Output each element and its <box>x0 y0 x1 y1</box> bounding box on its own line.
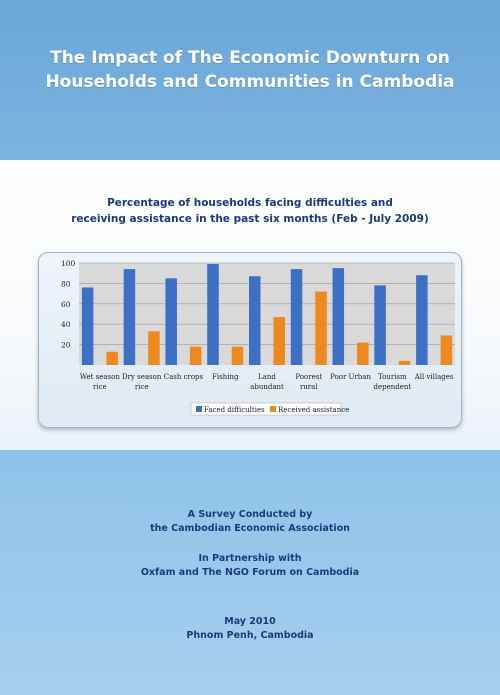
y-tick-label: 40 <box>61 320 71 329</box>
y-tick-label: 20 <box>61 341 71 350</box>
partner-line-2: Oxfam and The NGO Forum on Cambodia <box>140 567 360 578</box>
y-tick-label: 100 <box>61 259 76 268</box>
x-category-label: All villages <box>414 373 454 381</box>
x-category-label: Wet season <box>80 373 121 381</box>
bar-received-assistance <box>315 291 327 365</box>
bar-faced-difficulties <box>416 275 428 365</box>
bar-faced-difficulties <box>123 269 136 365</box>
partnership-credit: In Partnership with Oxfam and The NGO Fo… <box>20 552 480 580</box>
survey-line-2: the Cambodian Economic Association <box>150 523 350 534</box>
bar-faced-difficulties <box>332 268 345 365</box>
x-category-label: rural <box>300 383 318 391</box>
x-category-label: Cash crops <box>164 373 204 381</box>
bar-received-assistance <box>148 331 160 365</box>
chart-frame: 20 40 60 80 100 Wet season rice Dry season rice… <box>38 252 462 428</box>
bar-received-assistance <box>357 342 369 365</box>
y-tick-label: 80 <box>61 279 71 288</box>
chart-title: Percentage of households facing difficul… <box>30 195 470 227</box>
chart-title-line-1: Percentage of households facing difficul… <box>107 197 393 209</box>
bar-faced-difficulties <box>165 278 177 365</box>
bar-received-assistance <box>106 351 118 365</box>
bar-faced-difficulties <box>374 285 386 365</box>
bar-chart: 20 40 60 80 100 Wet season rice Dry season rice… <box>61 259 455 416</box>
x-category-label: Tourism <box>378 373 407 381</box>
x-category-label: Fishing <box>212 373 239 381</box>
report-title-line-2: Households and Communities in Cambodia <box>45 72 455 92</box>
x-category-label: abundant <box>250 383 284 391</box>
x-category-label: Land <box>258 373 276 381</box>
bar-faced-difficulties <box>290 269 303 365</box>
chart-title-line-2: receiving assistance in the past six mon… <box>71 213 429 225</box>
x-category-label: rice <box>93 383 107 391</box>
x-category-label: rice <box>135 383 149 391</box>
plot-area <box>79 263 455 365</box>
publication-info: May 2010 Phnom Penh, Cambodia <box>20 615 480 643</box>
bar-faced-difficulties <box>207 264 219 365</box>
publication-date: May 2010 <box>224 616 276 627</box>
bar-received-assistance <box>398 360 411 365</box>
survey-credit: A Survey Conducted by the Cambodian Econ… <box>20 508 480 536</box>
x-category-label: Poorest <box>295 373 322 381</box>
legend-swatch <box>270 406 276 412</box>
bar-received-assistance <box>440 335 453 365</box>
legend-label: Received assistance <box>278 406 349 414</box>
report-title-line-1: The Impact of The Economic Downturn on <box>50 48 450 68</box>
survey-line-1: A Survey Conducted by <box>187 509 313 520</box>
bar-faced-difficulties <box>249 276 261 365</box>
legend <box>190 402 342 416</box>
bar-faced-difficulties <box>81 287 94 365</box>
bar-received-assistance <box>231 346 244 365</box>
publication-place: Phnom Penh, Cambodia <box>186 630 314 641</box>
bar-received-assistance <box>273 317 285 365</box>
report-title: The Impact of The Economic Downturn on H… <box>20 46 480 94</box>
x-category-label: Poor Urban <box>330 373 371 381</box>
partner-line-1: In Partnership with <box>198 553 302 564</box>
y-tick-label: 60 <box>61 300 71 309</box>
x-category-label: dependent <box>373 383 411 391</box>
legend-swatch <box>196 406 202 412</box>
x-category-label: Dry season <box>122 373 162 381</box>
bar-received-assistance <box>189 346 202 365</box>
legend-label: Faced difficulties <box>204 406 265 414</box>
